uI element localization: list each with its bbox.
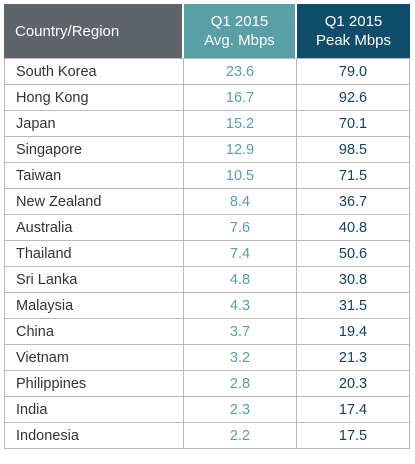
connection-speed-table-container: Country/Region Q1 2015 Avg. Mbps Q1 2015 P… — [4, 4, 410, 449]
avg-mbps-cell: 7.4 — [184, 241, 297, 267]
table-row: New Zealand 8.4 36.7 — [4, 189, 410, 215]
header-row: Country/Region Q1 2015 Avg. Mbps Q1 2015 P… — [4, 4, 410, 58]
table-header: Country/Region Q1 2015 Avg. Mbps Q1 2015 P… — [4, 4, 410, 58]
country-cell: Taiwan — [4, 163, 184, 189]
avg-mbps-header-line2: Avg. Mbps — [204, 32, 275, 49]
country-cell: Sri Lanka — [4, 267, 184, 293]
avg-mbps-cell: 23.6 — [184, 58, 297, 85]
country-cell: South Korea — [4, 58, 184, 85]
country-cell: Thailand — [4, 241, 184, 267]
peak-mbps-cell: 40.8 — [297, 215, 410, 241]
peak-mbps-cell: 79.0 — [297, 58, 410, 85]
table-row: India 2.3 17.4 — [4, 397, 410, 423]
avg-mbps-cell: 8.4 — [184, 189, 297, 215]
table-row: Indonesia 2.2 17.5 — [4, 423, 410, 449]
avg-mbps-header-line1: Q1 2015 — [210, 13, 269, 30]
avg-mbps-cell: 4.8 — [184, 267, 297, 293]
country-cell: New Zealand — [4, 189, 184, 215]
peak-mbps-cell: 92.6 — [297, 85, 410, 111]
table-row: South Korea 23.6 79.0 — [4, 58, 410, 85]
peak-mbps-cell: 98.5 — [297, 137, 410, 163]
peak-mbps-cell: 17.4 — [297, 397, 410, 423]
peak-mbps-cell: 71.5 — [297, 163, 410, 189]
country-cell: Indonesia — [4, 423, 184, 449]
table-row: China 3.7 19.4 — [4, 319, 410, 345]
table-row: Taiwan 10.5 71.5 — [4, 163, 410, 189]
avg-mbps-cell: 3.7 — [184, 319, 297, 345]
peak-mbps-cell: 36.7 — [297, 189, 410, 215]
country-region-header: Country/Region — [4, 4, 184, 58]
country-cell: Australia — [4, 215, 184, 241]
avg-mbps-cell: 10.5 — [184, 163, 297, 189]
table-row: Hong Kong 16.7 92.6 — [4, 85, 410, 111]
country-cell: Japan — [4, 111, 184, 137]
peak-mbps-cell: 17.5 — [297, 423, 410, 449]
avg-mbps-cell: 2.2 — [184, 423, 297, 449]
country-cell: India — [4, 397, 184, 423]
peak-mbps-cell: 20.3 — [297, 371, 410, 397]
country-cell: Malaysia — [4, 293, 184, 319]
country-cell: Singapore — [4, 137, 184, 163]
avg-mbps-cell: 3.2 — [184, 345, 297, 371]
peak-mbps-cell: 70.1 — [297, 111, 410, 137]
table-row: Thailand 7.4 50.6 — [4, 241, 410, 267]
country-cell: Philippines — [4, 371, 184, 397]
table-row: Malaysia 4.3 31.5 — [4, 293, 410, 319]
avg-mbps-cell: 7.6 — [184, 215, 297, 241]
peak-mbps-cell: 21.3 — [297, 345, 410, 371]
connection-speed-table: Country/Region Q1 2015 Avg. Mbps Q1 2015 P… — [4, 4, 410, 449]
peak-mbps-cell: 30.8 — [297, 267, 410, 293]
country-cell: China — [4, 319, 184, 345]
country-cell: Vietnam — [4, 345, 184, 371]
avg-mbps-cell: 16.7 — [184, 85, 297, 111]
avg-mbps-cell: 2.8 — [184, 371, 297, 397]
peak-mbps-header-line1: Q1 2015 — [324, 13, 383, 30]
table-body: South Korea 23.6 79.0 Hong Kong 16.7 92.6 Japa… — [4, 58, 410, 449]
table-row: Sri Lanka 4.8 30.8 — [4, 267, 410, 293]
table-row: Singapore 12.9 98.5 — [4, 137, 410, 163]
avg-mbps-cell: 4.3 — [184, 293, 297, 319]
peak-mbps-cell: 31.5 — [297, 293, 410, 319]
peak-mbps-cell: 19.4 — [297, 319, 410, 345]
avg-mbps-cell: 15.2 — [184, 111, 297, 137]
peak-mbps-header-line2: Peak Mbps — [315, 32, 392, 49]
table-row: Japan 15.2 70.1 — [4, 111, 410, 137]
country-cell: Hong Kong — [4, 85, 184, 111]
peak-mbps-cell: 50.6 — [297, 241, 410, 267]
country-region-header-label: Country/Region — [15, 22, 120, 40]
table-row: Vietnam 3.2 21.3 — [4, 345, 410, 371]
table-row: Philippines 2.8 20.3 — [4, 371, 410, 397]
avg-mbps-cell: 12.9 — [184, 137, 297, 163]
peak-mbps-header: Q1 2015 Peak Mbps — [297, 4, 410, 58]
avg-mbps-cell: 2.3 — [184, 397, 297, 423]
table-row: Australia 7.6 40.8 — [4, 215, 410, 241]
avg-mbps-header: Q1 2015 Avg. Mbps — [184, 4, 297, 58]
